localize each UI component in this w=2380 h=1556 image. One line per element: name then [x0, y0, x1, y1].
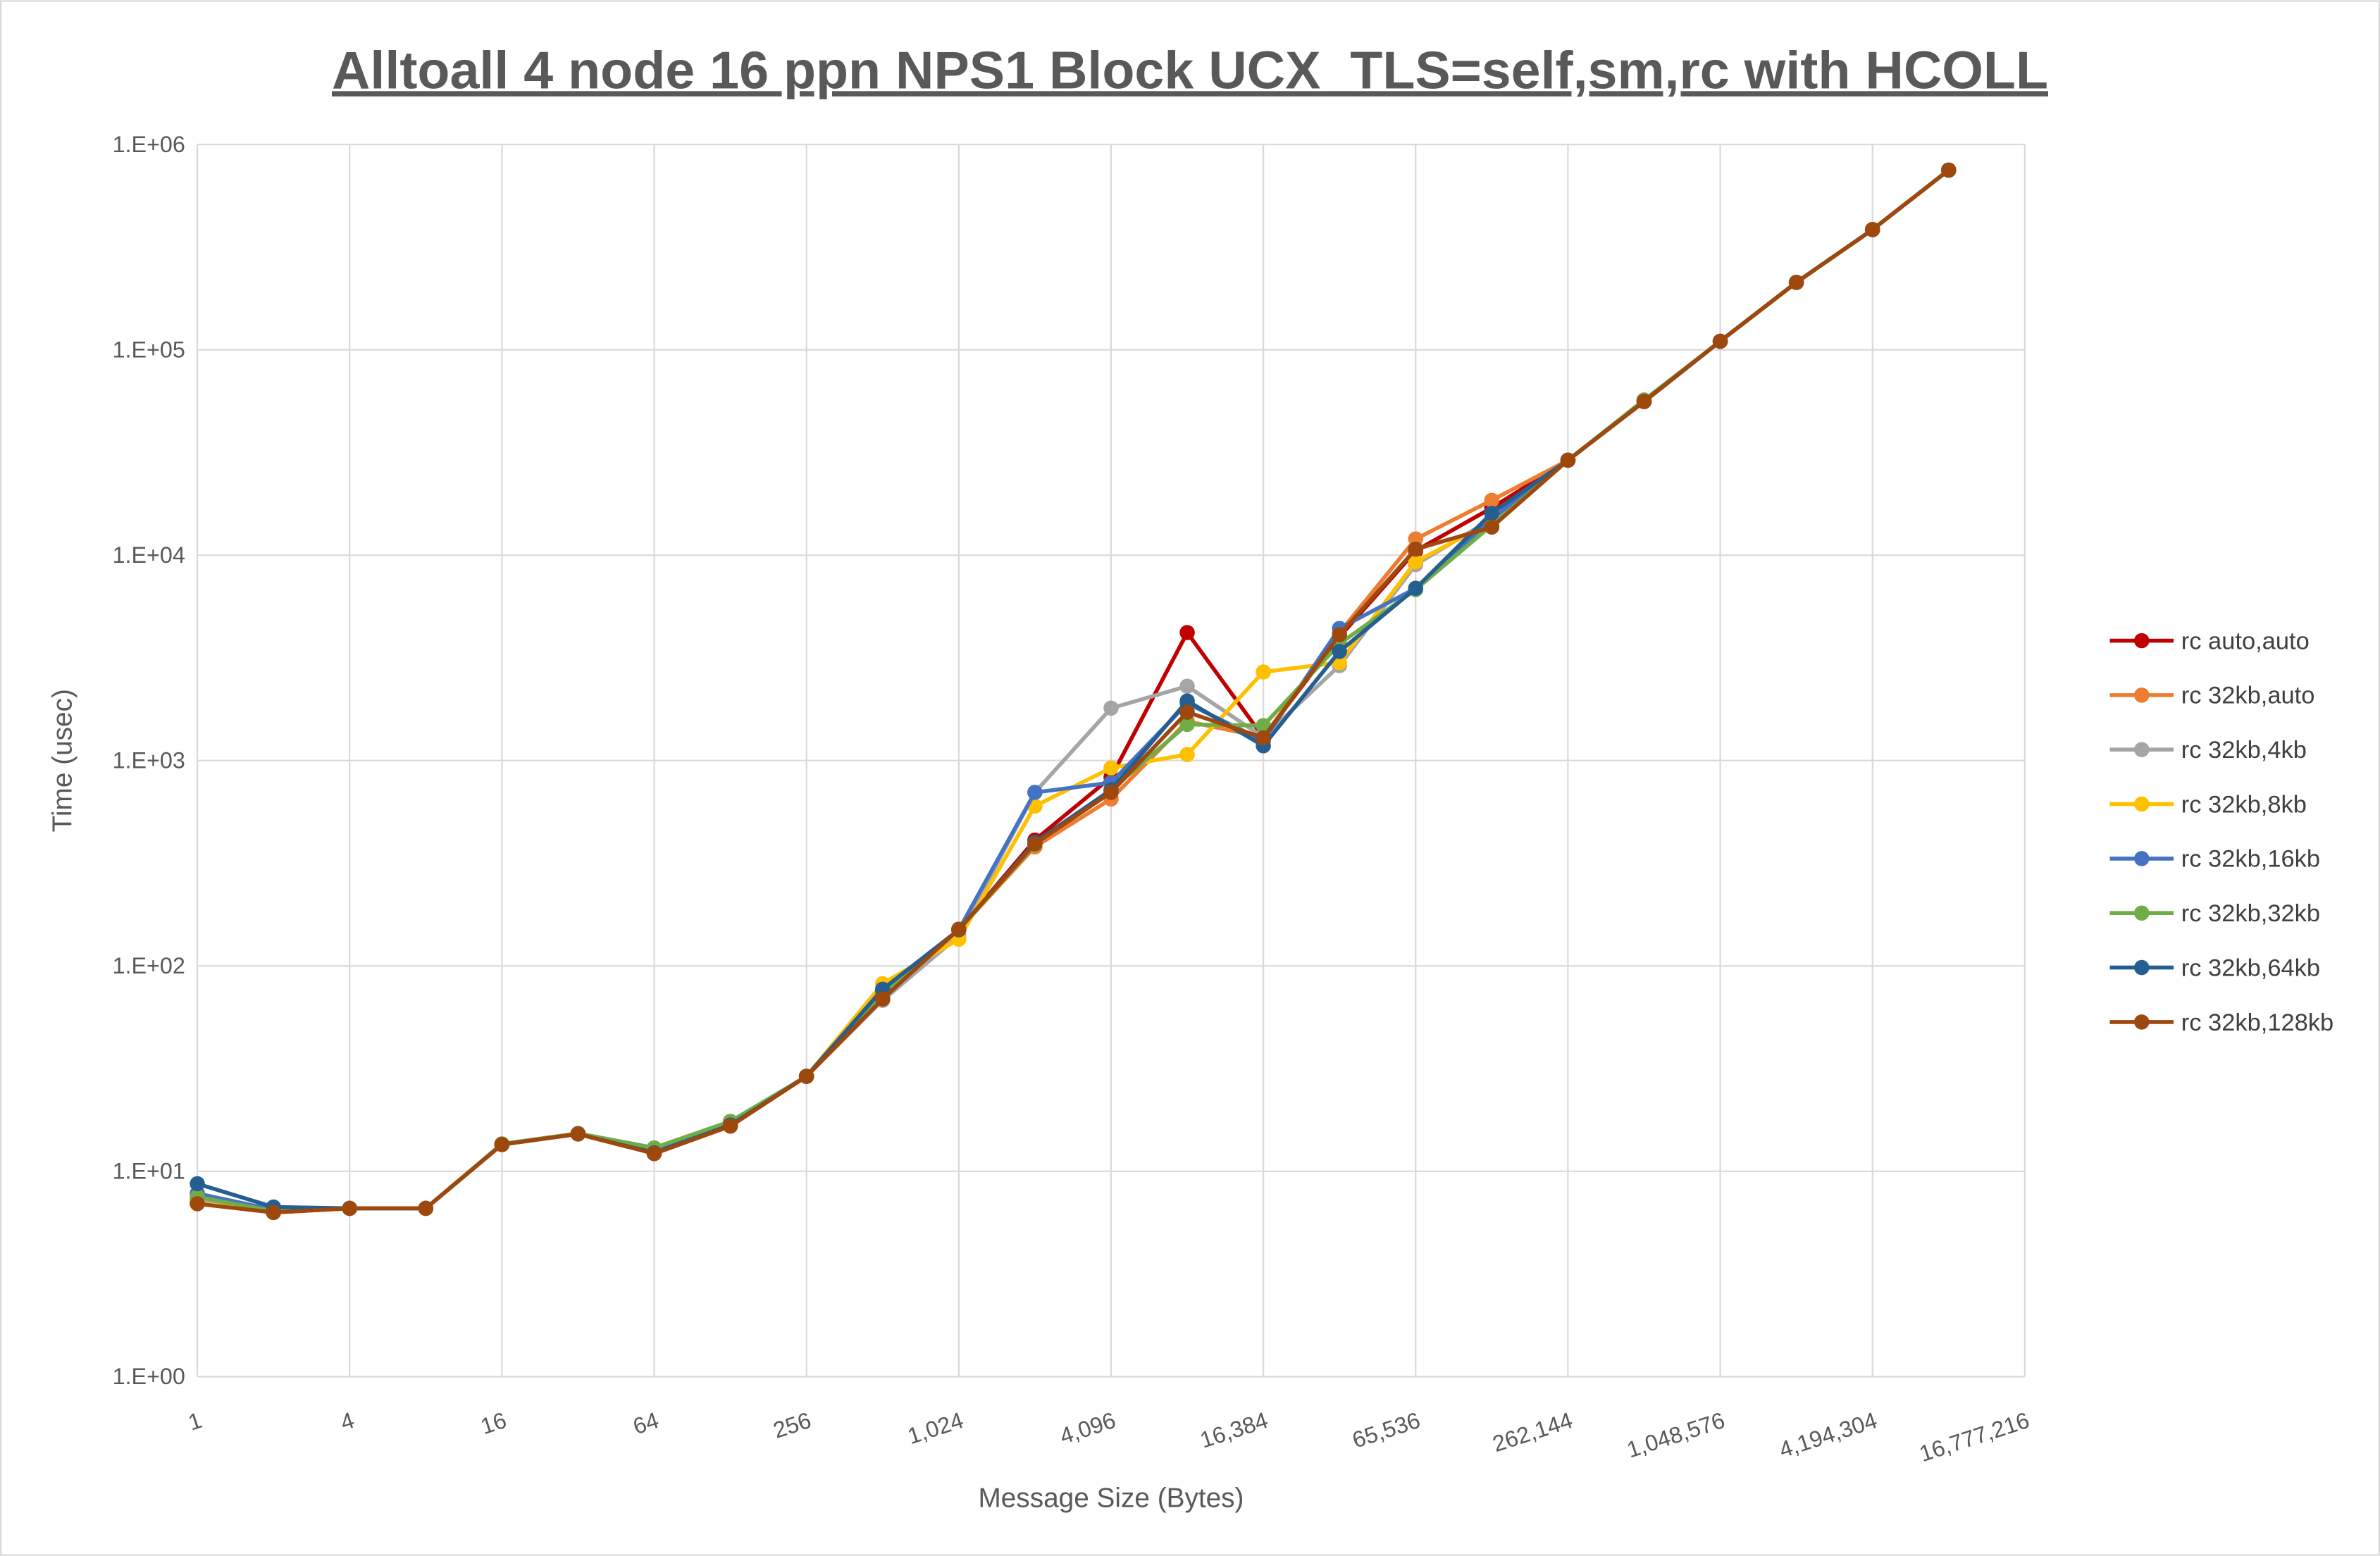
data-point — [418, 1200, 434, 1216]
data-point — [1712, 333, 1728, 349]
legend-label: rc 32kb,8kb — [2181, 791, 2307, 818]
data-point — [1179, 747, 1195, 762]
chart-title: Alltoall 4 node 16 ppn NPS1 Block UCX_TL… — [332, 40, 2048, 99]
data-point — [342, 1200, 357, 1216]
legend-swatch-marker — [2133, 1014, 2150, 1030]
legend-item: rc 32kb,8kb — [2109, 791, 2307, 818]
data-point — [1864, 222, 1880, 237]
data-point — [874, 991, 891, 1007]
legend-swatch-marker — [2133, 905, 2150, 921]
legend-swatch-marker — [2133, 687, 2150, 703]
legend-item: rc 32kb,auto — [2109, 683, 2315, 709]
legend-item: rc 32kb,16kb — [2109, 846, 2320, 873]
legend-item: rc 32kb,4kb — [2109, 737, 2307, 764]
data-point — [1484, 492, 1500, 509]
data-point — [1179, 693, 1195, 709]
data-point — [1256, 730, 1271, 746]
legend-item: rc 32kb,64kb — [2109, 954, 2320, 981]
data-point — [1103, 760, 1119, 776]
data-point — [1179, 704, 1195, 720]
data-point — [1941, 162, 1957, 178]
data-point — [1027, 785, 1043, 800]
data-point — [1103, 700, 1119, 716]
legend-swatch-marker — [2133, 851, 2150, 866]
legend-swatch-marker — [2133, 959, 2150, 976]
data-point — [1408, 554, 1424, 570]
data-point — [1103, 785, 1119, 800]
data-point — [1408, 541, 1424, 557]
legend-label: rc 32kb,4kb — [2181, 737, 2307, 764]
data-point — [1560, 452, 1576, 468]
data-point — [722, 1118, 738, 1134]
series-group — [190, 162, 1957, 1221]
data-point — [190, 1176, 205, 1192]
y-tick-label: 1.E+03 — [113, 747, 185, 773]
data-point — [266, 1205, 281, 1221]
y-axis-label: Time (usec) — [47, 689, 78, 832]
data-point — [1179, 678, 1195, 695]
data-point — [1332, 643, 1347, 659]
legend-label: rc 32kb,32kb — [2181, 900, 2320, 927]
data-point — [570, 1126, 586, 1142]
legend-swatch-marker — [2133, 633, 2150, 649]
y-tick-label: 1.E+00 — [113, 1364, 185, 1389]
data-point — [190, 1196, 205, 1212]
data-point — [1332, 627, 1347, 642]
data-point — [494, 1137, 510, 1152]
legend: rc auto,auto rc 32kb,auto rc 32kb,4kb rc 32… — [2109, 628, 2333, 1036]
series-rc-32kb-128kb — [190, 162, 1957, 1221]
data-point — [1484, 519, 1500, 535]
data-point — [1027, 836, 1043, 852]
legend-item: rc 32kb,128kb — [2109, 1009, 2333, 1036]
y-tick-label: 1.E+02 — [113, 953, 185, 978]
y-axis-ticks: 1.E+00 1.E+01 1.E+02 1.E+03 1.E+04 1.E+05 1.E+… — [113, 132, 185, 1389]
legend-label: rc 32kb,16kb — [2181, 846, 2320, 873]
data-point — [798, 1069, 814, 1084]
data-point — [1179, 716, 1195, 733]
legend-swatch-marker — [2133, 796, 2150, 812]
legend-swatch-marker — [2133, 742, 2150, 757]
data-point — [1636, 394, 1652, 409]
data-point — [951, 921, 967, 937]
data-point — [646, 1145, 662, 1162]
legend-label: rc 32kb,128kb — [2181, 1009, 2333, 1036]
legend-label: rc 32kb,auto — [2181, 683, 2315, 709]
y-tick-label: 1.E+04 — [113, 542, 185, 568]
data-point — [1179, 625, 1195, 640]
data-point — [1788, 275, 1804, 290]
legend-label: rc 32kb,64kb — [2181, 954, 2320, 981]
legend-item: rc 32kb,32kb — [2109, 900, 2320, 927]
y-tick-label: 1.E+05 — [113, 337, 185, 362]
series-line — [197, 168, 1950, 1215]
legend-item: rc auto,auto — [2109, 628, 2310, 654]
x-axis-label: Message Size (Bytes) — [978, 1483, 1244, 1514]
legend-label: rc auto,auto — [2181, 628, 2310, 654]
data-point — [1484, 505, 1500, 521]
data-point — [1408, 580, 1424, 596]
y-tick-label: 1.E+06 — [113, 132, 185, 157]
y-tick-label: 1.E+01 — [113, 1159, 185, 1184]
data-point — [1256, 664, 1271, 680]
